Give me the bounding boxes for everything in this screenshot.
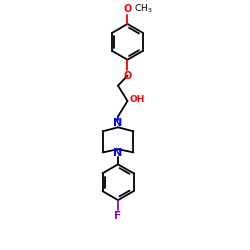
Text: N: N <box>114 148 123 158</box>
Text: N: N <box>114 118 123 128</box>
Text: CH$_3$: CH$_3$ <box>134 3 152 15</box>
Text: O: O <box>123 4 132 14</box>
Text: F: F <box>114 210 121 220</box>
Text: O: O <box>123 71 132 81</box>
Text: OH: OH <box>130 95 145 104</box>
